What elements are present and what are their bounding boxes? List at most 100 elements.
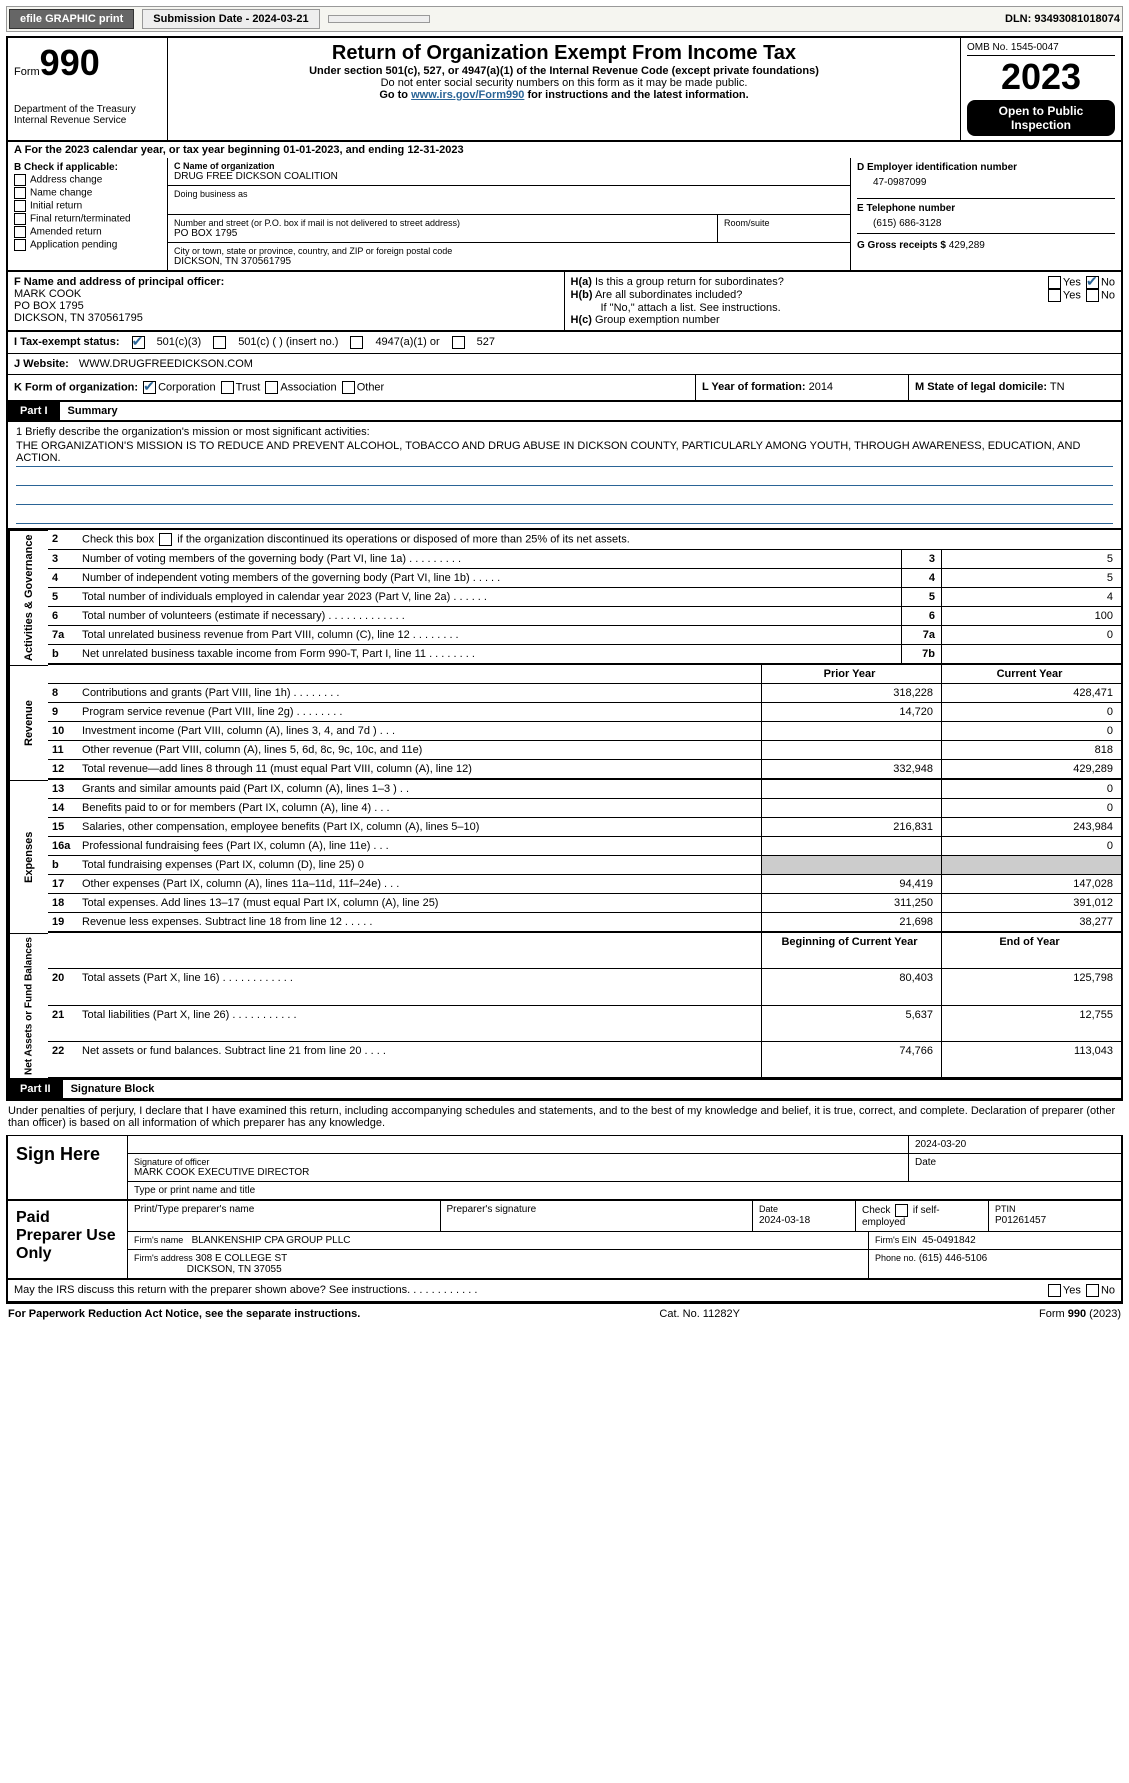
- line22-prior: 74,766: [761, 1042, 941, 1078]
- line18-current: 391,012: [941, 894, 1121, 913]
- line20-text: Total assets (Part X, line 16) . . . . .…: [78, 969, 761, 1005]
- line21-prior: 5,637: [761, 1006, 941, 1042]
- ein-value: 47-0987099: [857, 173, 1115, 198]
- 501c3-checkbox[interactable]: [132, 336, 145, 349]
- line5-value: 4: [941, 588, 1121, 607]
- type-name-label: Type or print name and title: [128, 1182, 1121, 1199]
- org-name-label: C Name of organization: [174, 161, 844, 171]
- mission-question: 1 Briefly describe the organization's mi…: [16, 426, 1113, 438]
- check-application-pending[interactable]: Application pending: [14, 239, 161, 251]
- line20-current: 125,798: [941, 969, 1121, 1005]
- section-f-h: F Name and address of principal officer:…: [6, 272, 1123, 332]
- vlabel-netassets: Net Assets or Fund Balances: [8, 933, 48, 1078]
- street-value: PO BOX 1795: [174, 228, 711, 239]
- officer-signature: MARK COOK EXECUTIVE DIRECTOR: [134, 1167, 902, 1178]
- part1-header: Part I Summary: [6, 402, 1123, 422]
- line9-prior: 14,720: [761, 703, 941, 722]
- form-subtitle: Under section 501(c), 527, or 4947(a)(1)…: [174, 65, 954, 77]
- ha-yes-checkbox[interactable]: [1048, 276, 1061, 289]
- efile-button[interactable]: efile GRAPHIC print: [9, 9, 134, 29]
- discuss-row: May the IRS discuss this return with the…: [6, 1280, 1123, 1303]
- line19-current: 38,277: [941, 913, 1121, 933]
- line10-prior: [761, 722, 941, 741]
- firm-addr1: 308 E COLLEGE ST: [196, 1253, 288, 1264]
- check-initial-return[interactable]: Initial return: [14, 200, 161, 212]
- section-b-c-d: B Check if applicable: Address change Na…: [6, 158, 1123, 272]
- line7a-value: 0: [941, 626, 1121, 645]
- row-website: J Website: WWW.DRUGFREEDICKSON.COM: [6, 354, 1123, 375]
- line3-text: Number of voting members of the governin…: [78, 550, 901, 569]
- hb-yes-checkbox[interactable]: [1048, 289, 1061, 302]
- line16a-current: 0: [941, 837, 1121, 856]
- line13-prior: [761, 780, 941, 799]
- vlabel-revenue: Revenue: [8, 665, 48, 780]
- line17-current: 147,028: [941, 875, 1121, 894]
- line19-text: Revenue less expenses. Subtract line 18 …: [78, 913, 761, 933]
- gross-receipts-value: 429,289: [949, 240, 985, 251]
- perjury-statement: Under penalties of perjury, I declare th…: [6, 1100, 1123, 1133]
- 527-checkbox[interactable]: [452, 336, 465, 349]
- end-year-header: End of Year: [941, 933, 1121, 969]
- check-name-change[interactable]: Name change: [14, 187, 161, 199]
- line17-text: Other expenses (Part IX, column (A), lin…: [78, 875, 761, 894]
- 501c-checkbox[interactable]: [213, 336, 226, 349]
- ein-label: D Employer identification number: [857, 162, 1115, 173]
- page-footer: For Paperwork Reduction Act Notice, see …: [6, 1303, 1123, 1324]
- line3-value: 5: [941, 550, 1121, 569]
- assoc-checkbox[interactable]: [265, 381, 278, 394]
- room-label: Room/suite: [724, 218, 844, 228]
- line21-text: Total liabilities (Part X, line 26) . . …: [78, 1006, 761, 1042]
- 4947-checkbox[interactable]: [350, 336, 363, 349]
- line11-text: Other revenue (Part VIII, column (A), li…: [78, 741, 761, 760]
- irs-link[interactable]: www.irs.gov/Form990: [411, 89, 524, 101]
- row-tax-exempt: I Tax-exempt status: 501(c)(3) 501(c) ( …: [6, 332, 1123, 354]
- dba-label: Doing business as: [174, 189, 844, 199]
- website-value: WWW.DRUGFREEDICKSON.COM: [79, 358, 253, 370]
- city-label: City or town, state or province, country…: [174, 246, 844, 256]
- line8-prior: 318,228: [761, 684, 941, 703]
- line2-checkbox[interactable]: [159, 533, 172, 546]
- begin-year-header: Beginning of Current Year: [761, 933, 941, 969]
- telephone-label: E Telephone number: [857, 203, 955, 214]
- street-label: Number and street (or P.O. box if mail i…: [174, 218, 711, 228]
- corp-checkbox[interactable]: [143, 381, 156, 394]
- line22-current: 113,043: [941, 1042, 1121, 1078]
- line22-text: Net assets or fund balances. Subtract li…: [78, 1042, 761, 1078]
- part2-header: Part II Signature Block: [6, 1080, 1123, 1100]
- submission-date: Submission Date - 2024-03-21: [142, 9, 319, 29]
- other-checkbox[interactable]: [342, 381, 355, 394]
- discuss-yes-checkbox[interactable]: [1048, 1284, 1061, 1297]
- city-value: DICKSON, TN 370561795: [174, 256, 844, 267]
- discuss-no-checkbox[interactable]: [1086, 1284, 1099, 1297]
- omb-number: OMB No. 1545-0047: [967, 42, 1115, 56]
- firm-phone: (615) 446-5106: [919, 1253, 987, 1264]
- line14-current: 0: [941, 799, 1121, 818]
- check-final-return[interactable]: Final return/terminated: [14, 213, 161, 225]
- check-address-change[interactable]: Address change: [14, 174, 161, 186]
- trust-checkbox[interactable]: [221, 381, 234, 394]
- line9-text: Program service revenue (Part VIII, line…: [78, 703, 761, 722]
- ha-no-checkbox[interactable]: [1086, 276, 1099, 289]
- line14-prior: [761, 799, 941, 818]
- line21-current: 12,755: [941, 1006, 1121, 1042]
- mission-text: THE ORGANIZATION'S MISSION IS TO REDUCE …: [16, 438, 1113, 467]
- line6-value: 100: [941, 607, 1121, 626]
- telephone-value: (615) 686-3128: [857, 214, 1115, 233]
- self-employed-checkbox[interactable]: [895, 1204, 908, 1217]
- line12-prior: 332,948: [761, 760, 941, 780]
- line15-prior: 216,831: [761, 818, 941, 837]
- officer-addr2: DICKSON, TN 370561795: [14, 312, 558, 324]
- check-amended-return[interactable]: Amended return: [14, 226, 161, 238]
- line8-current: 428,471: [941, 684, 1121, 703]
- net-assets-section: Net Assets or Fund Balances Beginning of…: [6, 933, 1123, 1080]
- hb-no-checkbox[interactable]: [1086, 289, 1099, 302]
- line16a-prior: [761, 837, 941, 856]
- line16b-text: Total fundraising expenses (Part IX, col…: [78, 856, 761, 875]
- footer-left: For Paperwork Reduction Act Notice, see …: [8, 1308, 360, 1320]
- firm-ein: 45-0491842: [922, 1235, 975, 1246]
- row-a-period: A For the 2023 calendar year, or tax yea…: [6, 142, 1123, 158]
- officer-addr1: PO BOX 1795: [14, 300, 558, 312]
- officer-label: F Name and address of principal officer:: [14, 276, 558, 288]
- col-b-header: B Check if applicable:: [14, 162, 161, 173]
- sign-date: 2024-03-20: [909, 1136, 1121, 1153]
